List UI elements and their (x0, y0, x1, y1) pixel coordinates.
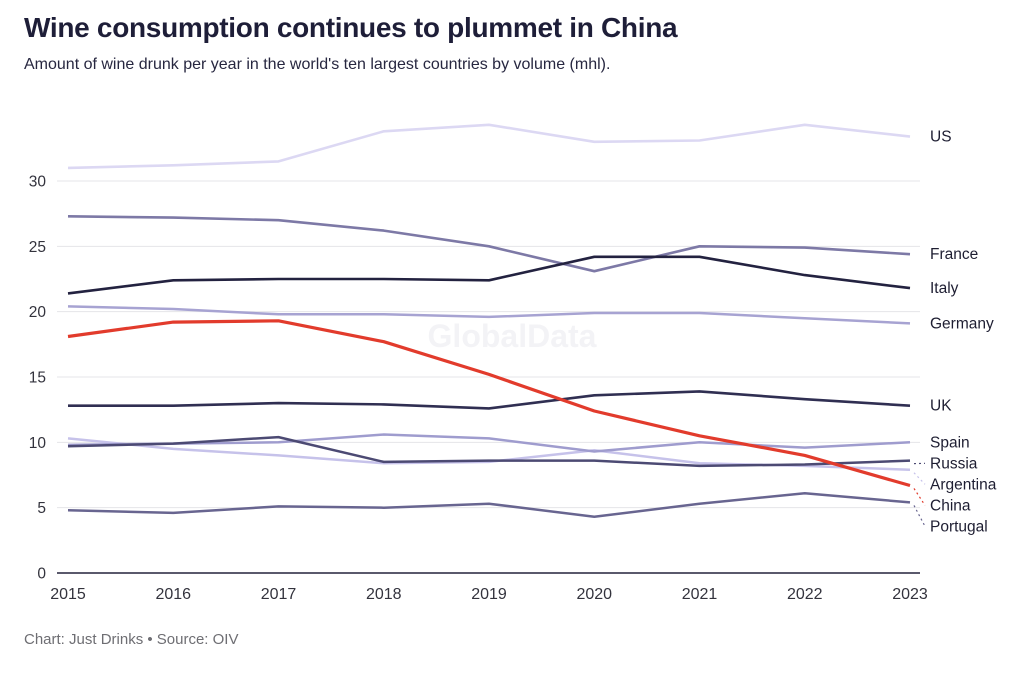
series-line-france (67, 215, 911, 273)
series-line-germany (67, 305, 911, 325)
series-label-portugal: Portugal (930, 518, 988, 535)
x-tick-label-2016: 2016 (155, 586, 191, 603)
y-tick-label-15: 15 (29, 369, 46, 386)
x-tick-label-2022: 2022 (787, 586, 823, 603)
y-tick-label-20: 20 (29, 304, 47, 321)
y-tick-label-10: 10 (29, 435, 47, 452)
series-label-russia: Russia (930, 455, 978, 472)
series-label-us: US (930, 129, 952, 146)
series-label-spain: Spain (930, 434, 970, 451)
x-tick-label-2015: 2015 (50, 586, 86, 603)
series-label-uk: UK (930, 398, 952, 415)
series-line-italy (67, 255, 911, 295)
y-tick-label-0: 0 (37, 566, 46, 583)
series-label-china: China (930, 497, 971, 514)
series-label-germany: Germany (930, 315, 994, 332)
chart-subtitle: Amount of wine drunk per year in the wor… (24, 56, 611, 73)
x-tick-label-2018: 2018 (366, 586, 402, 603)
series-line-us (67, 123, 911, 170)
y-tick-label-25: 25 (29, 239, 46, 256)
x-tick-label-2017: 2017 (261, 586, 297, 603)
chart-title: Wine consumption continues to plummet in… (24, 12, 678, 43)
label-connector-china (913, 488, 926, 506)
series-label-argentina: Argentina (930, 476, 997, 493)
series-line-russia (67, 435, 911, 468)
chart-credit-source: Chart: Just Drinks • Source: OIV (24, 631, 239, 648)
series-line-china (67, 319, 911, 488)
label-connector-argentina (913, 472, 926, 485)
series-line-portugal (67, 492, 911, 519)
y-tick-label-5: 5 (37, 500, 46, 517)
series-line-uk (68, 390, 911, 410)
x-tick-label-2019: 2019 (471, 586, 507, 603)
y-tick-label-30: 30 (29, 173, 47, 190)
label-connector-portugal (913, 505, 926, 527)
series-line-spain (67, 433, 911, 453)
x-tick-label-2020: 2020 (576, 586, 612, 603)
x-tick-label-2021: 2021 (682, 586, 718, 603)
x-tick-label-2023: 2023 (892, 586, 928, 603)
series-label-italy: Italy (930, 280, 959, 297)
globaldata-watermark: GlobalData (427, 318, 597, 354)
series-label-france: France (930, 246, 978, 263)
